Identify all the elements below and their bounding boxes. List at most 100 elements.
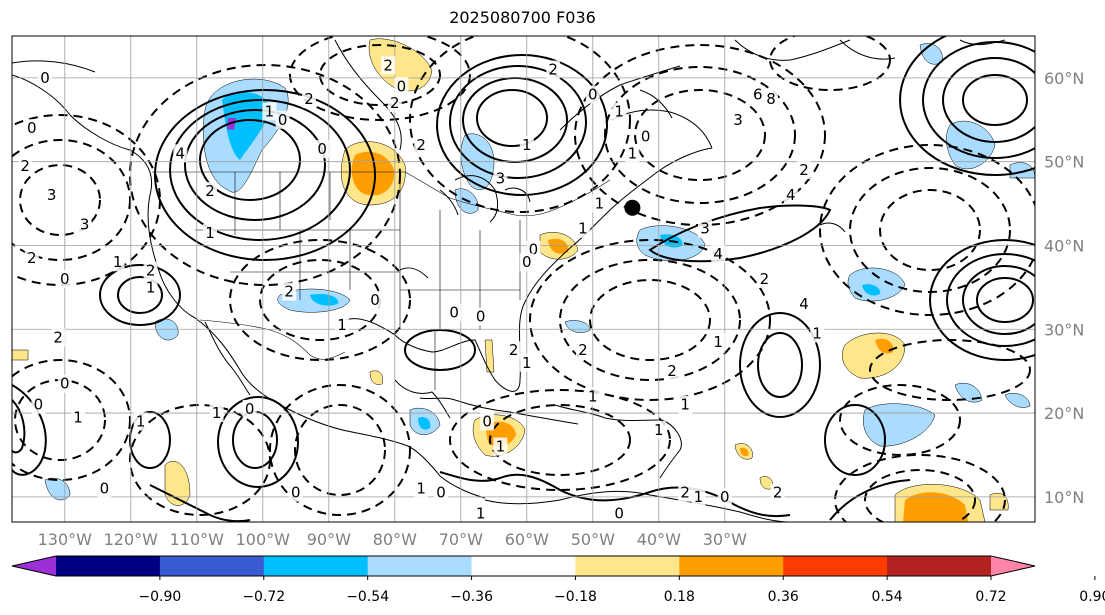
contour-label: 1 xyxy=(476,505,486,523)
contour-label: 1 xyxy=(595,195,605,213)
contour-label-bg xyxy=(77,215,92,234)
contour-label: 0 xyxy=(370,291,380,309)
latitude-label: 20°N xyxy=(1044,404,1084,423)
colorbar-segment xyxy=(887,556,992,576)
colorbar-tick-label: 0.90 xyxy=(1079,589,1105,605)
contour-label-bg xyxy=(24,119,39,138)
colorbar-segment xyxy=(159,556,265,576)
contour-label: 2 xyxy=(799,161,809,179)
contour-label: 0 xyxy=(482,412,492,430)
colorbar-tick-label: −0.90 xyxy=(138,589,181,605)
contour-label: 1 xyxy=(578,220,588,238)
latitude-label: 30°N xyxy=(1044,320,1084,339)
contour-label-bg xyxy=(44,186,59,205)
contour-label-bg xyxy=(143,278,158,297)
contour-label: 0 xyxy=(588,86,598,104)
contour-label: 1 xyxy=(496,438,506,456)
contour-label-bg xyxy=(447,303,462,322)
contour-label: 4 xyxy=(176,144,186,162)
contour-label-bg xyxy=(612,504,627,522)
longitude-label: 90°W xyxy=(307,530,351,549)
latitude-label: 40°N xyxy=(1044,236,1084,255)
contour-label-bg xyxy=(480,412,495,431)
contour-label: 2 xyxy=(383,56,393,74)
latitude-label: 50°N xyxy=(1044,153,1084,172)
contour-label: 3 xyxy=(496,169,506,187)
colorbar-segment xyxy=(56,556,161,576)
contour-label-bg xyxy=(414,135,429,154)
contour-label-bg xyxy=(651,420,666,439)
contour-label-bg xyxy=(575,341,590,360)
latitude-label: 60°N xyxy=(1044,69,1084,88)
longitude-label: 80°W xyxy=(373,530,417,549)
contour-label-bg xyxy=(678,395,693,414)
contour-label: 0 xyxy=(60,375,70,393)
contour-label-bg xyxy=(764,89,778,108)
contour-label: 0 xyxy=(317,140,327,158)
contour-label: 2 xyxy=(205,182,215,200)
contour-label: 2 xyxy=(578,341,588,359)
contour-label-bg xyxy=(302,89,316,108)
contour-label: 3 xyxy=(733,111,743,129)
contour-label: 3 xyxy=(700,220,710,238)
contour-label: 0 xyxy=(60,270,70,288)
colorbar-tick-label: −0.54 xyxy=(346,589,389,605)
contour-label-bg xyxy=(275,110,290,129)
contour-label-bg xyxy=(546,60,561,79)
contour-label-bg xyxy=(678,483,693,502)
contour-label: 0 xyxy=(522,253,532,271)
contour-label-bg xyxy=(315,140,330,159)
contour-label: 4 xyxy=(799,295,809,313)
contour-label-bg xyxy=(519,353,534,372)
contour-label: 2 xyxy=(27,249,37,267)
contour-label-bg xyxy=(57,374,72,393)
contour-label: 2 xyxy=(284,283,294,301)
contour-label: 1 xyxy=(614,102,624,120)
contour-label-bg xyxy=(110,253,125,272)
contour-label: 2 xyxy=(53,329,63,347)
contour-label-bg xyxy=(434,483,448,502)
contour-label-bg xyxy=(612,102,627,121)
longitude-label: 30°W xyxy=(703,530,747,549)
contour-label: 0 xyxy=(476,308,486,326)
location-marker xyxy=(624,199,641,216)
contour-label: 3 xyxy=(47,186,57,204)
contour-label: 0 xyxy=(34,396,44,414)
longitude-labels: 130°W 120°W 110°W 100°W 90°W 80°W 70°W 60°W 50°W… xyxy=(38,530,747,549)
contour-label: 2 xyxy=(20,157,30,175)
contour-label-bg xyxy=(717,487,732,506)
contour-label: 0 xyxy=(614,505,624,523)
contour-label-bg xyxy=(691,487,706,506)
contour-label: 2 xyxy=(304,90,314,108)
contour-label: 2 xyxy=(773,484,783,502)
map-title: 2025080700 F036 xyxy=(449,8,596,27)
contour-label-bg xyxy=(335,316,349,335)
contour-label-bg xyxy=(473,307,488,326)
contour-label: 1 xyxy=(588,387,598,405)
contour-label-bg xyxy=(203,223,217,242)
contour-label-bg xyxy=(387,94,402,113)
contour-label: 4 xyxy=(713,245,723,263)
contour-label-bg xyxy=(473,504,488,522)
contour-label-bg xyxy=(731,110,745,129)
contour-label: 1 xyxy=(113,253,123,271)
contour-label-bg xyxy=(519,135,534,154)
contour-label-bg xyxy=(750,85,765,104)
contour-label: 2 xyxy=(146,262,156,280)
contour-label-bg xyxy=(368,290,382,309)
contour-label: 1 xyxy=(694,488,704,506)
contour-label-bg xyxy=(625,144,640,163)
longitude-label: 60°W xyxy=(505,530,549,549)
contour-label: 2 xyxy=(390,94,400,112)
contour-label-bg xyxy=(638,127,653,146)
colorbar-segment xyxy=(679,556,784,576)
contour-label: 0 xyxy=(291,484,301,502)
contour-label-bg xyxy=(381,56,396,75)
longitude-label: 70°W xyxy=(439,530,483,549)
latitude-labels: 60°N 50°N 40°N 30°N 20°N 10°N xyxy=(1044,69,1084,507)
contour-label: 0 xyxy=(245,400,255,418)
contour-label-bg xyxy=(203,182,217,201)
contour-label-bg xyxy=(757,270,772,288)
contour-label: 2 xyxy=(509,341,519,359)
colorbar-tick-label: −0.36 xyxy=(450,589,493,605)
